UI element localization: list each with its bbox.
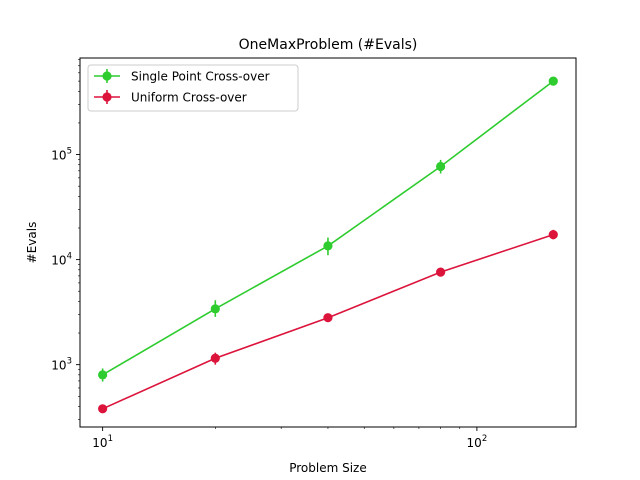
- data-point-1-2: [323, 313, 333, 323]
- data-point-0-1: [210, 304, 220, 314]
- x-tick-label-0: 101: [92, 434, 113, 450]
- y-tick-label-1: 104: [51, 252, 72, 268]
- data-point-1-3: [436, 267, 446, 277]
- y-tick-label-0: 103: [51, 357, 72, 373]
- plot-area: [98, 76, 558, 414]
- data-point-1-0: [98, 404, 108, 414]
- legend: Single Point Cross-over Uniform Cross-ove…: [87, 64, 299, 112]
- axis-ticks: 101 102 103 104 105: [51, 59, 488, 450]
- data-point-0-2: [323, 241, 333, 251]
- chart-title: OneMaxProblem (#Evals): [239, 37, 418, 53]
- legend-marker-1: [102, 92, 112, 102]
- data-point-1-1: [210, 353, 220, 363]
- y-tick-label-2: 105: [51, 147, 72, 163]
- legend-box: [87, 64, 299, 112]
- y-axis-label: #Evals: [25, 222, 39, 264]
- x-tick-label-1: 102: [467, 434, 488, 450]
- data-point-1-4: [548, 229, 558, 240]
- legend-label-1: Uniform Cross-over: [131, 91, 247, 105]
- x-axis-label: Problem Size: [289, 461, 367, 475]
- data-point-0-4: [548, 76, 558, 86]
- data-point-0-0: [98, 370, 108, 380]
- data-point-0-3: [436, 161, 446, 172]
- legend-label-0: Single Point Cross-over: [131, 70, 270, 84]
- legend-marker-0: [102, 71, 112, 81]
- series-line-0: [102, 80, 554, 376]
